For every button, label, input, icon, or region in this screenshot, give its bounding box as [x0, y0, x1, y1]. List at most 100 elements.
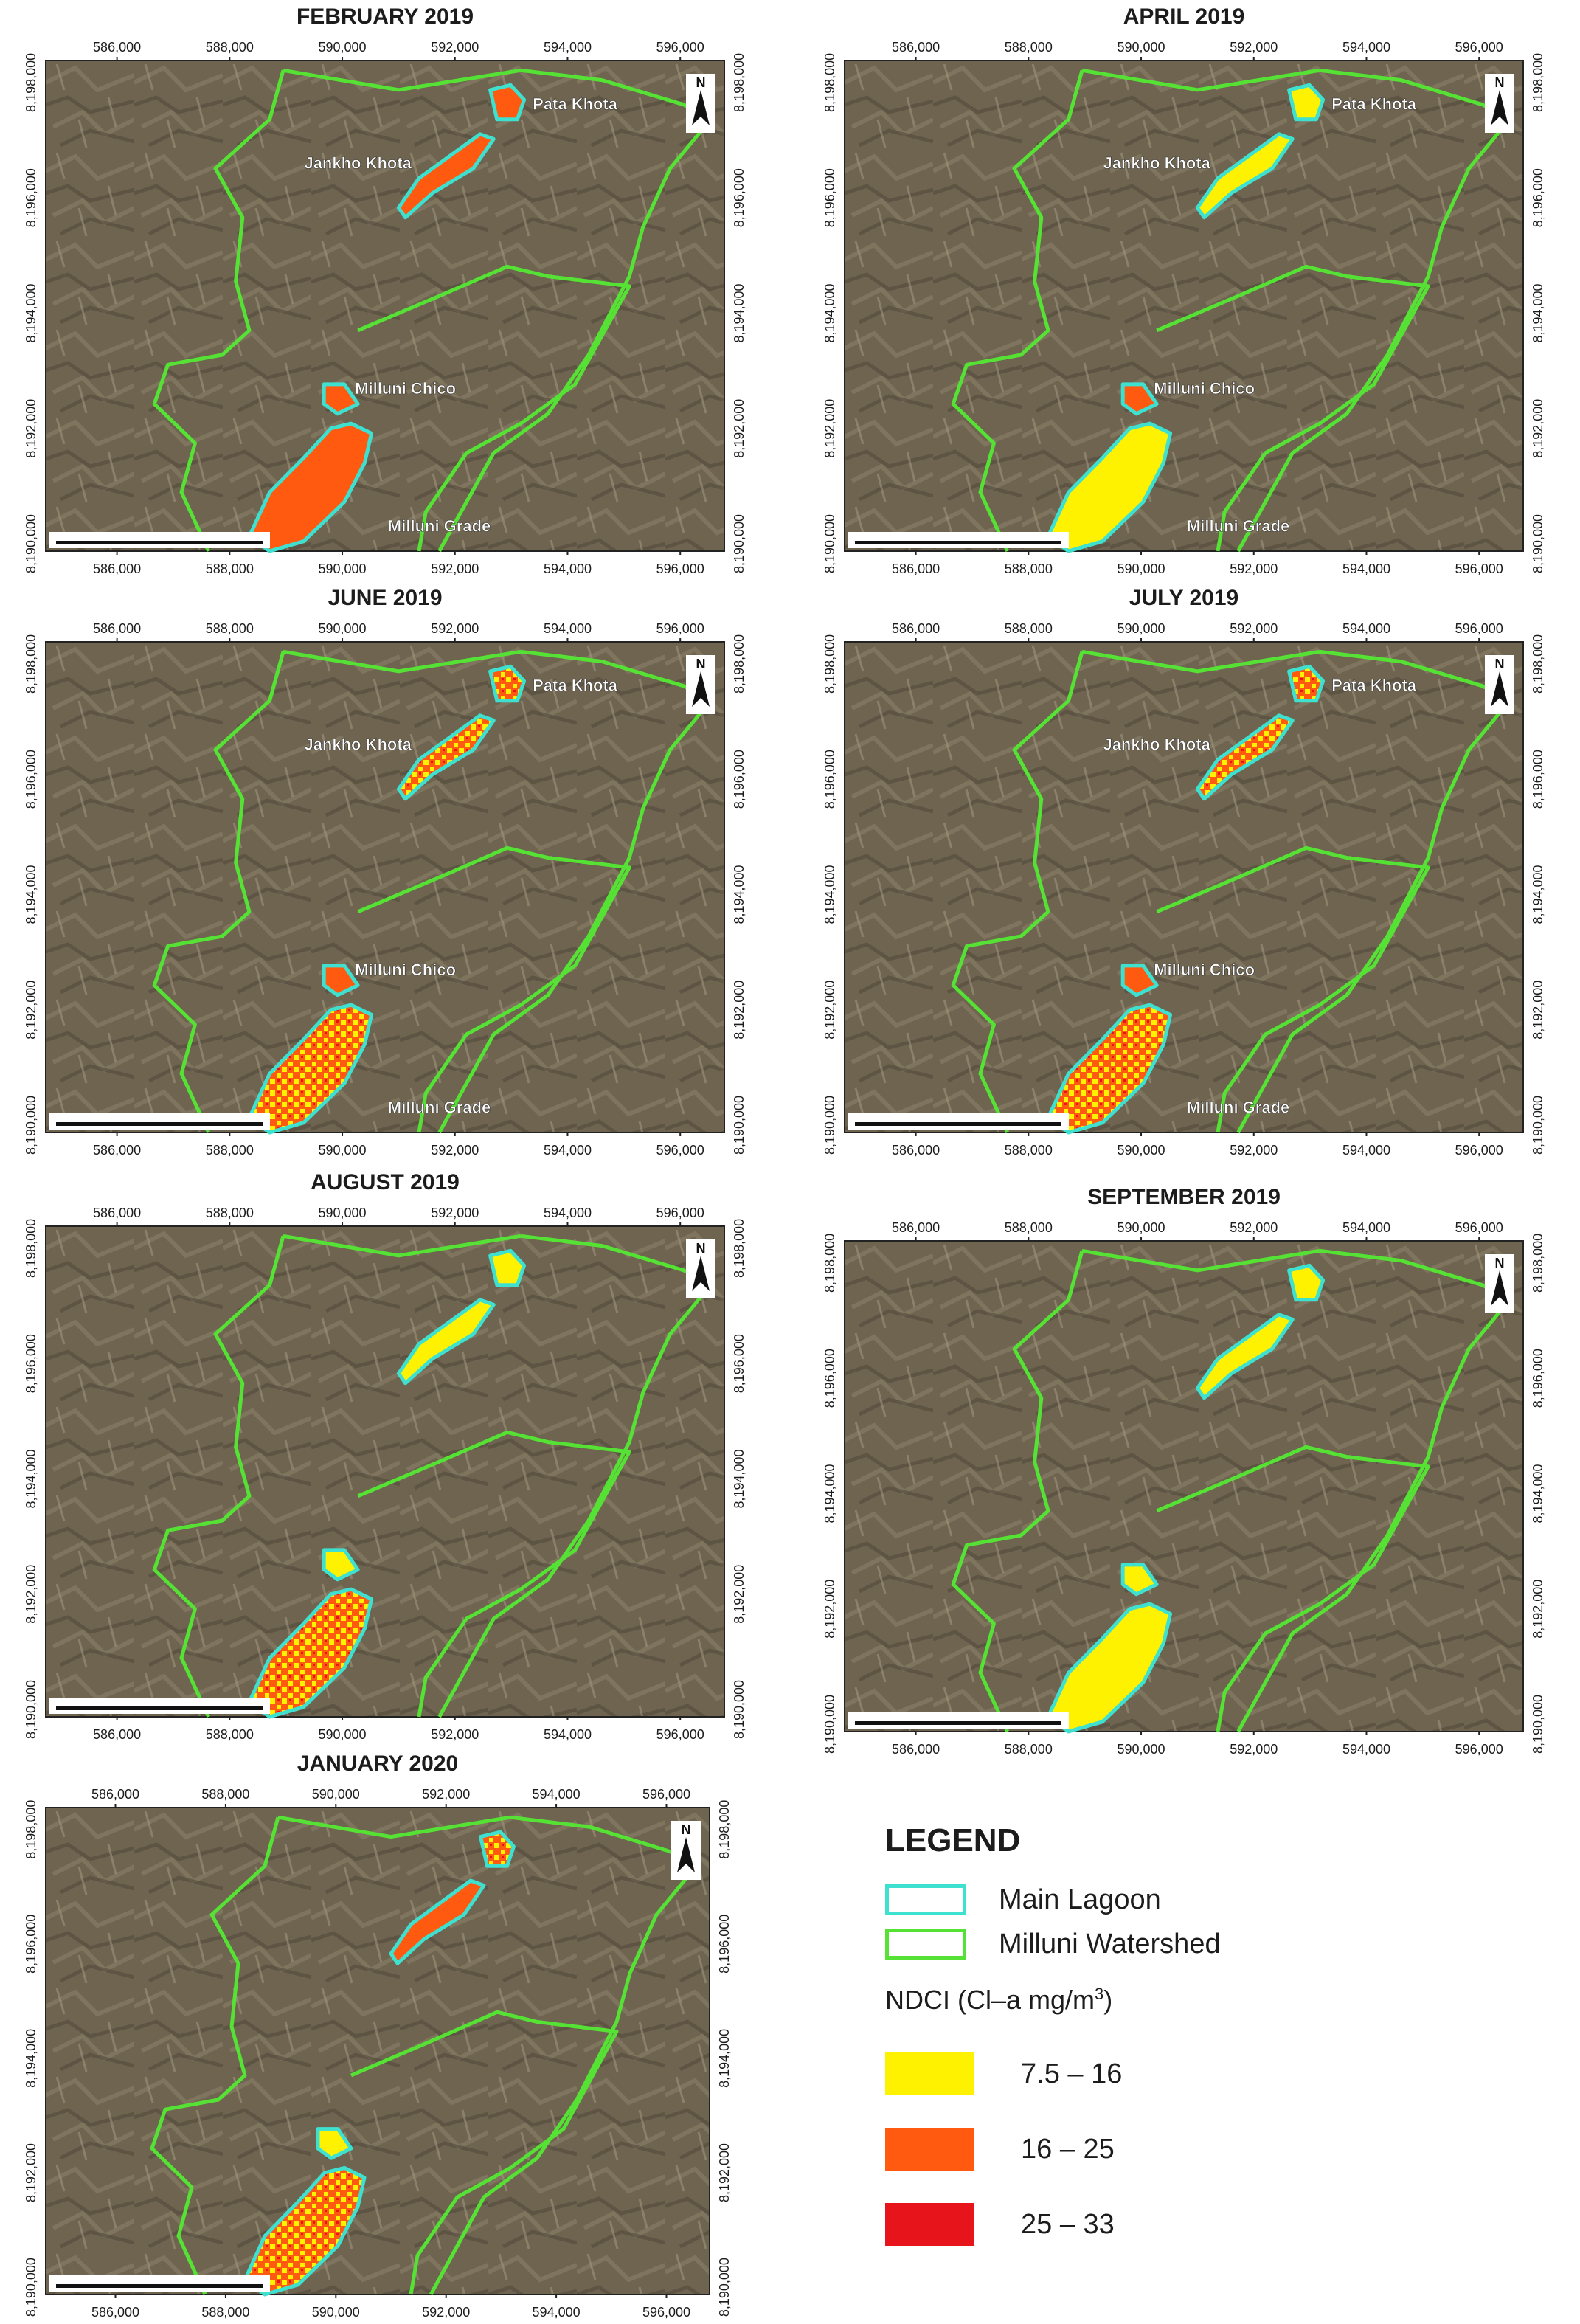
- easting-tick-label: 590,000: [1118, 1143, 1165, 1158]
- legend: LEGEND Main Lagoon Milluni Watershed NDC…: [878, 1822, 1468, 2246]
- northing-tick-label: 8,196,000: [822, 750, 837, 809]
- north-arrow-icon: N: [1485, 74, 1514, 133]
- scale-bar: [848, 532, 1069, 548]
- lagoon-ndci-area: [316, 2127, 353, 2160]
- watershed-label: Milluni Watershed: [999, 1928, 1221, 1960]
- northing-tick-label: 8,190,000: [732, 1680, 746, 1739]
- easting-tick-label: 596,000: [1455, 1220, 1503, 1235]
- easting-tick-label: 590,000: [1118, 40, 1165, 55]
- easting-tick-label: 594,000: [1342, 561, 1390, 576]
- northing-tick-label: 8,192,000: [24, 981, 38, 1040]
- northing-tick-label: 8,190,000: [24, 2258, 38, 2317]
- lagoon-ndci-area: [247, 1003, 374, 1135]
- northing-tick-label: 8,196,000: [24, 168, 38, 227]
- map-panel: JANUARY 2020 N 586,000 586,000 588,000 588,00…: [24, 1751, 732, 2320]
- map-panel: JULY 2019 Pata Khota Jankho Khota Milluni C…: [822, 586, 1545, 1158]
- easting-tick-label: 588,000: [206, 1206, 254, 1220]
- lagoon-ndci-area: [396, 713, 496, 801]
- scale-bar-line: [855, 541, 1061, 544]
- northing-tick-label: 8,196,000: [1531, 750, 1545, 809]
- northing-tick-label: 8,192,000: [732, 399, 746, 458]
- easting-tick-label: 592,000: [1230, 1220, 1278, 1235]
- watershed-boundary: [283, 1234, 522, 1258]
- scale-bar: [848, 1113, 1069, 1130]
- northing-tick-label: 8,190,000: [24, 1096, 38, 1155]
- watershed-boundary: [1236, 1248, 1512, 1733]
- scale-bar-bg: [848, 1113, 1069, 1130]
- scale-bar-line: [56, 1122, 263, 1126]
- lagoon-ndci-area: [488, 664, 527, 703]
- northing-tick-label: 8,192,000: [1531, 1580, 1545, 1639]
- northing-tick-label: 8,194,000: [1531, 865, 1545, 924]
- easting-tick-label: 586,000: [892, 40, 940, 55]
- map-title: SEPTEMBER 2019: [1087, 1185, 1281, 1209]
- northing-tick-label: 8,190,000: [822, 1695, 837, 1754]
- northing-tick-label: 8,192,000: [24, 1565, 38, 1624]
- lagoon-ndci-area: [396, 132, 496, 220]
- northing-tick-label: 8,196,000: [732, 750, 746, 809]
- easting-tick-label: 590,000: [319, 621, 367, 636]
- lagoon-ndci-area: [322, 964, 360, 997]
- scale-bar: [49, 1698, 270, 1714]
- easting-tick-label: 588,000: [1005, 1742, 1053, 1757]
- lagoon-ndci-area: [1120, 964, 1159, 997]
- easting-tick-label: 594,000: [1342, 40, 1390, 55]
- lagoon-ndci-area: [479, 1830, 516, 1868]
- easting-tick-label: 594,000: [544, 1143, 592, 1158]
- lagoon-ndci-area: [1046, 1602, 1173, 1734]
- watershed-boundary: [437, 68, 713, 553]
- easting-tick-label: 586,000: [93, 561, 141, 576]
- northing-tick-label: 8,192,000: [1531, 981, 1545, 1040]
- northing-tick-label: 8,196,000: [717, 1915, 732, 1974]
- lagoon-label: Pata Khota: [1331, 677, 1417, 695]
- easting-tick-label: 586,000: [91, 2305, 139, 2320]
- watershed-boundary: [152, 651, 285, 1134]
- north-arrow-letter: N: [1495, 657, 1505, 671]
- watershed-swatch: [885, 1929, 966, 1960]
- lagoon-label: Milluni Chico: [355, 961, 456, 979]
- lagoon-ndci-area: [1195, 1313, 1295, 1400]
- northing-tick-label: 8,198,000: [732, 634, 746, 694]
- easting-tick-label: 596,000: [1455, 621, 1503, 636]
- lagoon-ndci-area: [243, 2165, 367, 2297]
- northing-tick-label: 8,194,000: [822, 1464, 837, 1523]
- watershed-boundary: [357, 264, 631, 552]
- main-lagoon-swatch: [885, 1884, 966, 1915]
- easting-tick-label: 590,000: [1118, 621, 1165, 636]
- legend-title: LEGEND: [885, 1822, 1021, 1858]
- northing-tick-label: 8,190,000: [822, 1096, 837, 1155]
- watershed-boundary: [1236, 649, 1512, 1134]
- north-arrow-shape: [677, 1837, 695, 1872]
- easting-tick-label: 590,000: [319, 1727, 367, 1742]
- northing-tick-label: 8,198,000: [24, 634, 38, 694]
- easting-tick-label: 592,000: [1230, 561, 1278, 576]
- northing-tick-label: 8,198,000: [732, 1219, 746, 1278]
- satellite-background: [844, 641, 1524, 1133]
- watershed-boundary: [1156, 1445, 1430, 1732]
- northing-tick-label: 8,190,000: [717, 2258, 732, 2317]
- northing-tick-label: 8,196,000: [24, 1334, 38, 1393]
- easting-tick-label: 590,000: [1118, 561, 1165, 576]
- easting-tick-label: 588,000: [206, 1727, 254, 1742]
- northing-tick-label: 8,198,000: [717, 1800, 732, 1859]
- satellite-background: [45, 1225, 725, 1718]
- easting-tick-label: 596,000: [656, 1206, 704, 1220]
- easting-tick-label: 586,000: [93, 1206, 141, 1220]
- easting-tick-label: 596,000: [656, 621, 704, 636]
- watershed-boundary: [429, 1815, 699, 2296]
- easting-tick-label: 594,000: [544, 621, 592, 636]
- easting-tick-label: 588,000: [206, 561, 254, 576]
- easting-tick-label: 596,000: [656, 1143, 704, 1158]
- legend-class-low: 7.5 – 16: [885, 2052, 1122, 2095]
- easting-tick-label: 586,000: [892, 1143, 940, 1158]
- satellite-background: [45, 641, 725, 1133]
- north-arrow-letter: N: [1495, 1256, 1505, 1270]
- satellite-background: [844, 1240, 1524, 1732]
- scale-bar: [49, 1113, 270, 1130]
- lagoon-label: Milluni Grade: [388, 1098, 491, 1116]
- northing-tick-label: 8,190,000: [732, 1096, 746, 1155]
- easting-tick-label: 586,000: [93, 621, 141, 636]
- northing-tick-label: 8,192,000: [822, 1580, 837, 1639]
- scale-bar: [848, 1712, 1069, 1729]
- northing-tick-label: 8,194,000: [822, 283, 837, 342]
